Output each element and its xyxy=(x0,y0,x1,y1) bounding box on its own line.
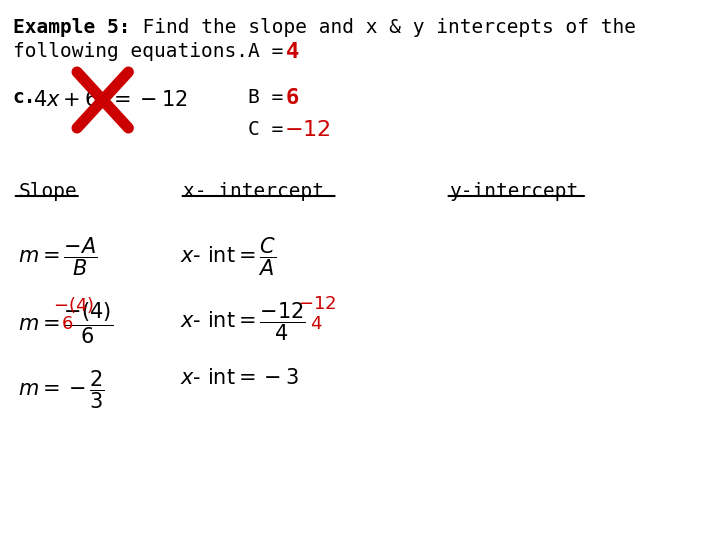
Text: $x\text{- int} = -3$: $x\text{- int} = -3$ xyxy=(180,368,299,388)
Text: $m = \dfrac{-A}{B}$: $m = \dfrac{-A}{B}$ xyxy=(18,235,98,278)
Text: Slope: Slope xyxy=(18,182,77,201)
Text: c.: c. xyxy=(13,88,36,107)
Text: following equations.: following equations. xyxy=(13,42,248,61)
Text: $4$: $4$ xyxy=(310,315,323,333)
Text: $-12$: $-12$ xyxy=(284,120,331,140)
Text: $m = -\dfrac{2}{3}$: $m = -\dfrac{2}{3}$ xyxy=(18,368,105,410)
Text: Example 5:: Example 5: xyxy=(13,18,130,37)
Text: $4x + 6y = -12$: $4x + 6y = -12$ xyxy=(33,88,188,112)
Text: B =: B = xyxy=(248,88,294,107)
Text: $-12$: $-12$ xyxy=(298,295,336,313)
Text: C =: C = xyxy=(248,120,294,139)
Text: $x\text{- int} = \dfrac{-12}{4}$: $x\text{- int} = \dfrac{-12}{4}$ xyxy=(180,300,306,342)
Text: x- intercept: x- intercept xyxy=(184,182,325,201)
Text: 4: 4 xyxy=(286,42,300,62)
Text: $m = \dfrac{-(4)}{6}$: $m = \dfrac{-(4)}{6}$ xyxy=(18,300,113,346)
Text: $6$: $6$ xyxy=(61,315,73,333)
Text: 6: 6 xyxy=(286,88,300,108)
Text: $x\text{- int} = \dfrac{C}{A}$: $x\text{- int} = \dfrac{C}{A}$ xyxy=(180,235,276,278)
Text: $-(4)$: $-(4)$ xyxy=(53,295,94,315)
Text: A =: A = xyxy=(248,42,294,61)
Text: Find the slope and x & y intercepts of the: Find the slope and x & y intercepts of t… xyxy=(120,18,636,37)
Text: y-intercept: y-intercept xyxy=(449,182,579,201)
